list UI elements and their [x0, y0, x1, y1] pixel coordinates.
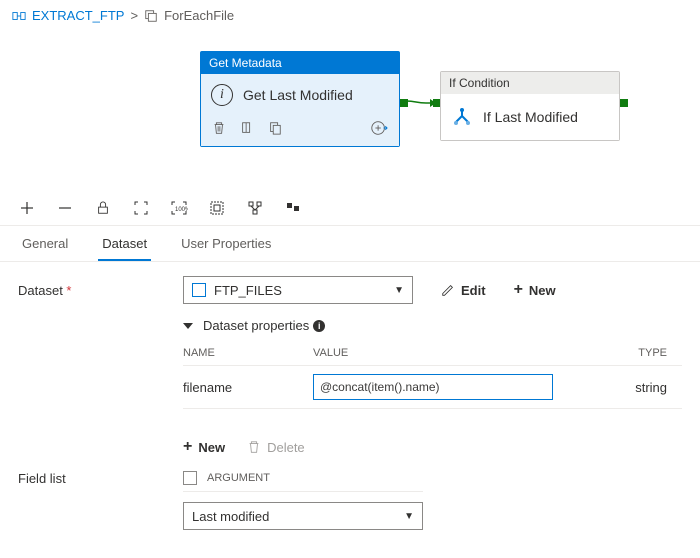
breadcrumb-sep: > [130, 8, 138, 23]
dataset-properties-header[interactable]: Dataset properties i [183, 318, 682, 333]
new-field-label: New [198, 440, 225, 455]
pipeline-icon [12, 9, 26, 23]
svg-text:100%: 100% [175, 207, 188, 213]
tab-dataset[interactable]: Dataset [98, 230, 151, 261]
zoom-100-button[interactable]: 100% [170, 199, 188, 217]
dataset-icon [192, 283, 206, 297]
info-icon[interactable]: i [313, 320, 325, 332]
property-tabs: General Dataset User Properties [0, 226, 700, 262]
trash-icon [247, 440, 261, 454]
field-list-label: Field list [18, 471, 183, 486]
argument-select[interactable]: Last modified ▼ [183, 502, 423, 530]
plus-icon: + [514, 282, 523, 298]
chevron-down-icon: ▼ [394, 285, 404, 296]
info-icon: i [211, 84, 233, 106]
add-button[interactable] [18, 199, 36, 217]
node-type-label: If Condition [449, 76, 510, 90]
param-type: string [563, 380, 682, 395]
canvas-toolbar: 100% [0, 191, 700, 226]
dataset-label: Dataset [18, 283, 183, 298]
col-name: NAME [183, 347, 313, 359]
breadcrumb-current: ForEachFile [164, 8, 234, 23]
copy-icon[interactable] [267, 120, 283, 136]
select-all-checkbox[interactable] [183, 471, 197, 485]
align-button[interactable] [284, 199, 302, 217]
layout-button[interactable] [246, 199, 264, 217]
table-row: filename string [183, 366, 682, 409]
argument-col: ARGUMENT [207, 472, 270, 484]
chevron-down-icon: ▼ [404, 511, 414, 522]
argument-value: Last modified [192, 509, 269, 524]
new-field-button[interactable]: + New [183, 439, 225, 455]
node-header: Get Metadata [201, 52, 399, 74]
breadcrumb: EXTRACT_FTP > ForEachFile [0, 0, 700, 31]
node1-out-port[interactable] [400, 99, 408, 107]
param-value-input[interactable] [313, 374, 553, 400]
branch-icon [451, 106, 473, 128]
node-type-label: Get Metadata [209, 56, 282, 70]
edit-button[interactable]: Edit [441, 283, 486, 298]
lock-button[interactable] [94, 199, 112, 217]
clone-icon[interactable] [239, 120, 255, 136]
delete-icon[interactable] [211, 120, 227, 136]
node-title: If Last Modified [483, 109, 578, 125]
fit-button[interactable] [132, 199, 150, 217]
col-value: VALUE [313, 347, 563, 359]
dataset-value: FTP_FILES [214, 283, 282, 298]
delete-label: Delete [267, 440, 305, 455]
delete-field-button[interactable]: Delete [247, 440, 305, 455]
new-button[interactable]: + New [514, 282, 556, 298]
pencil-icon [441, 283, 455, 297]
node2-out-port[interactable] [620, 99, 628, 107]
dataset-select[interactable]: FTP_FILES ▼ [183, 276, 413, 304]
breadcrumb-root[interactable]: EXTRACT_FTP [32, 8, 124, 23]
tab-user-properties[interactable]: User Properties [177, 230, 275, 261]
plus-icon: + [183, 439, 192, 455]
foreach-icon [144, 9, 158, 23]
node-title: Get Last Modified [243, 87, 353, 103]
remove-button[interactable] [56, 199, 74, 217]
node-header: If Condition [441, 72, 619, 94]
props-header-label: Dataset properties [203, 318, 309, 333]
param-name: filename [183, 380, 313, 395]
zoom-fit-button[interactable] [208, 199, 226, 217]
add-output-icon[interactable] [369, 118, 389, 138]
caret-down-icon [183, 323, 193, 329]
col-type: TYPE [563, 347, 682, 359]
dataset-panel: Dataset FTP_FILES ▼ Edit + New Dataset p… [0, 262, 700, 558]
node-if-condition[interactable]: If Condition If Last Modified [440, 71, 620, 141]
node-get-metadata[interactable]: Get Metadata i Get Last Modified [200, 51, 400, 147]
tab-general[interactable]: General [18, 230, 72, 261]
node-body: i Get Last Modified [201, 74, 399, 146]
canvas[interactable]: Get Metadata i Get Last Modified [10, 31, 690, 191]
new-label: New [529, 283, 556, 298]
edit-label: Edit [461, 283, 486, 298]
